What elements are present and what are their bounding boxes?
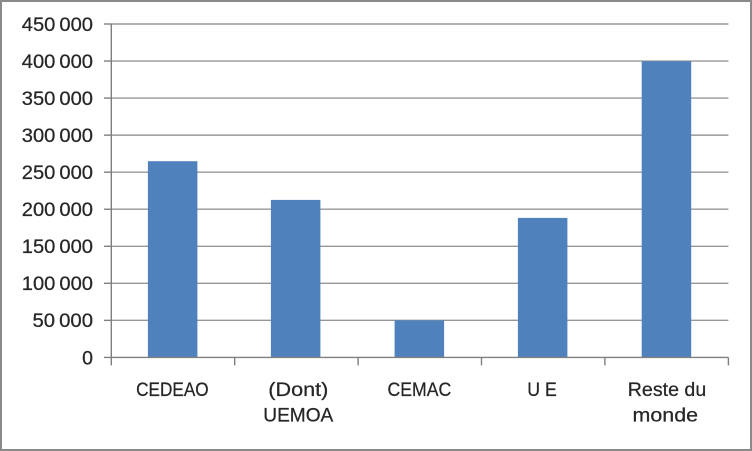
svg-text:450 000: 450 000 [22, 14, 93, 36]
svg-text:monde: monde [633, 404, 699, 426]
svg-text:300 000: 300 000 [22, 125, 93, 147]
svg-text:Reste du: Reste du [628, 379, 707, 401]
svg-text:100 000: 100 000 [22, 273, 93, 295]
svg-text:0: 0 [82, 347, 93, 369]
svg-text:400 000: 400 000 [22, 51, 93, 73]
svg-text:250 000: 250 000 [22, 162, 93, 184]
svg-text:350 000: 350 000 [22, 88, 93, 110]
svg-text:(Dont): (Dont) [268, 379, 328, 401]
svg-text:150 000: 150 000 [22, 236, 93, 258]
svg-text:UEMOA: UEMOA [263, 404, 333, 426]
svg-text:CEDEAO: CEDEAO [136, 379, 209, 401]
svg-text:U E: U E [527, 379, 557, 401]
svg-text:CEMAC: CEMAC [388, 379, 452, 401]
svg-text:50 000: 50 000 [33, 310, 94, 332]
svg-text:200 000: 200 000 [22, 199, 93, 221]
